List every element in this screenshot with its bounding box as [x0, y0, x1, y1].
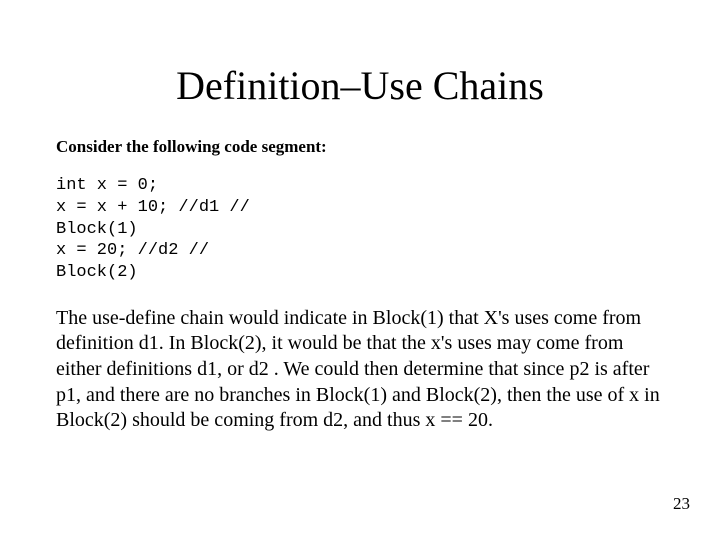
body-paragraph: The use-define chain would indicate in B…: [56, 306, 664, 434]
page-number: 23: [673, 494, 690, 514]
slide: Definition–Use Chains Consider the follo…: [0, 0, 720, 540]
slide-title: Definition–Use Chains: [56, 0, 664, 137]
code-block: int x = 0; x = x + 10; //d1 // Block(1) …: [56, 175, 664, 284]
code-intro: Consider the following code segment:: [56, 137, 664, 157]
